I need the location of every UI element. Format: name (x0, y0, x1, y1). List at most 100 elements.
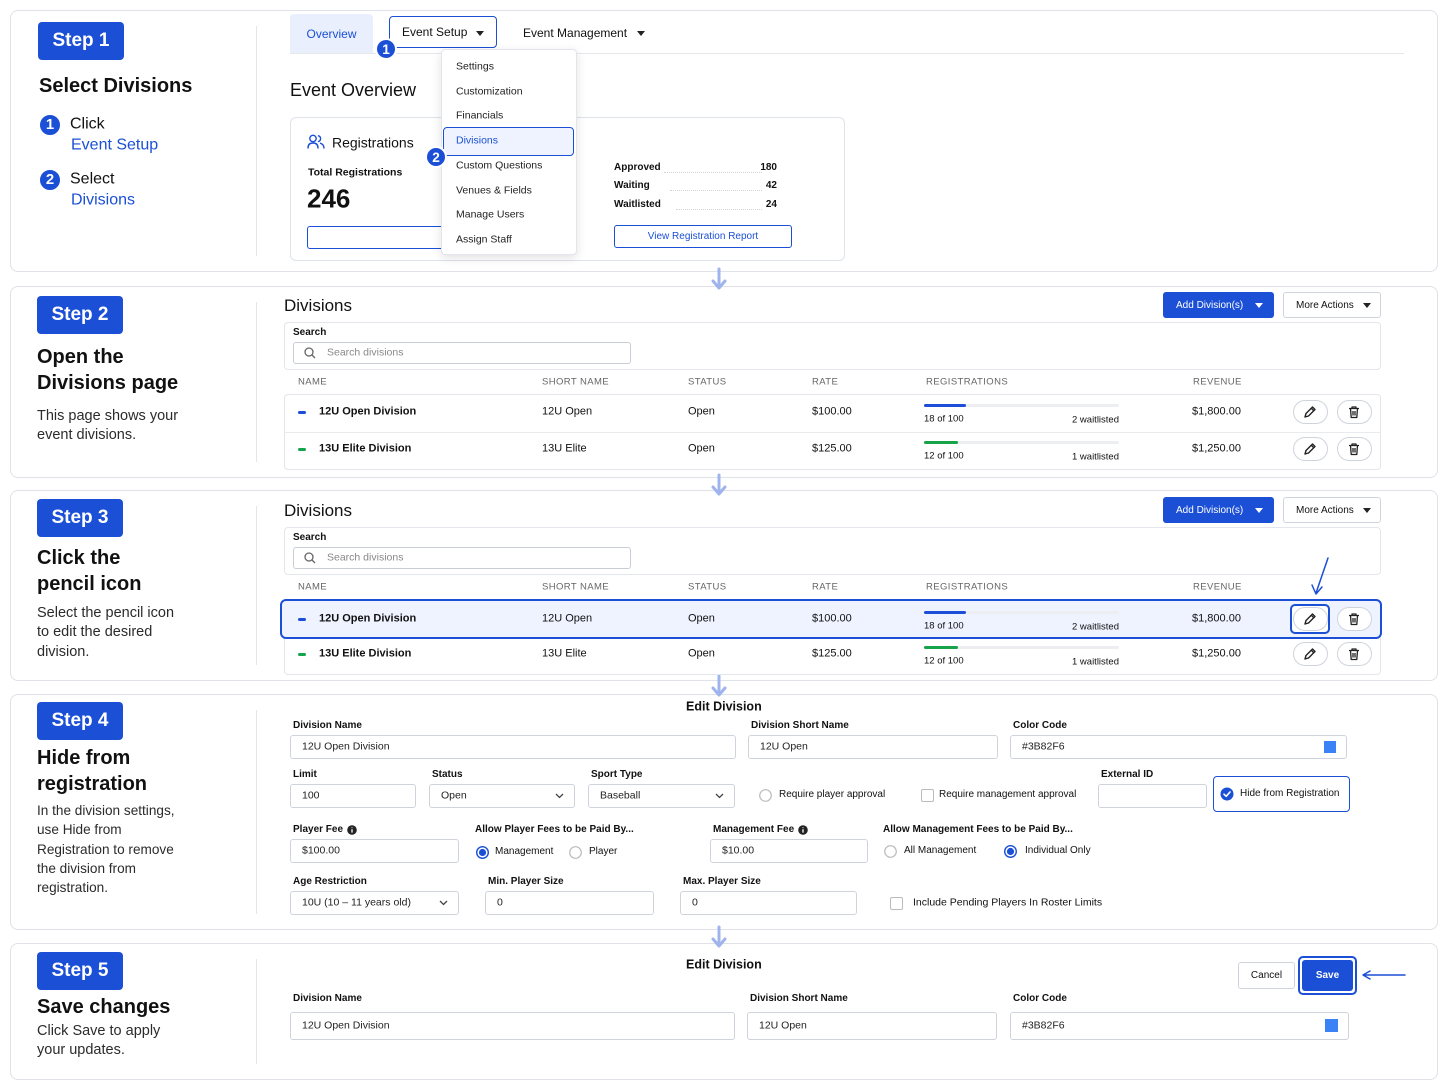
step-title: Save changes (37, 996, 171, 1018)
tab[interactable]: Event Setup (389, 16, 497, 48)
stat-value: 42 (765, 180, 777, 191)
short-name: 13U Elite (542, 442, 587, 455)
search-input[interactable] (293, 342, 631, 364)
tab-underline (290, 53, 1404, 54)
text-input[interactable] (429, 784, 575, 808)
menu-item[interactable]: Assign Staff (456, 233, 512, 246)
stat-label: Waiting (614, 180, 650, 191)
radio-label[interactable]: All Management (904, 845, 977, 856)
more-button[interactable]: More Actions (1283, 497, 1381, 523)
status-dash (298, 617, 306, 621)
delete-button[interactable] (1337, 607, 1372, 631)
search-input[interactable] (293, 547, 631, 569)
text-input[interactable] (748, 735, 998, 759)
flow-arrow-shape (711, 925, 727, 948)
column-header: RATE (812, 376, 839, 388)
text-input[interactable] (680, 891, 857, 915)
radio-label[interactable]: Player (589, 846, 618, 857)
text-input[interactable] (1010, 1012, 1349, 1040)
tab[interactable]: Overview (290, 14, 373, 54)
field-label: Limit (293, 768, 317, 780)
menu-item[interactable]: Divisions (456, 134, 499, 147)
status-dash (298, 447, 306, 451)
edit-button[interactable] (1293, 437, 1328, 461)
progress-track (924, 404, 1119, 407)
progress-track (924, 611, 1119, 614)
revenue: $1,250.00 (1192, 442, 1241, 455)
caret-shape (476, 31, 484, 36)
caret (637, 31, 645, 36)
trash-icon (1349, 613, 1359, 626)
status: Open (688, 612, 715, 625)
input-value: Baseball (600, 789, 641, 802)
text-input[interactable] (485, 891, 654, 915)
text-input[interactable] (588, 784, 735, 808)
caret (1255, 508, 1263, 513)
edit-button[interactable] (1293, 642, 1328, 666)
step-description: Click Save to apply your updates. (37, 1023, 161, 1059)
column-header: REVENUE (1193, 581, 1242, 593)
menu-item[interactable]: Venues & Fields (456, 184, 532, 197)
waitlisted: 1 waitlisted (1072, 451, 1119, 463)
stat-leader (676, 209, 762, 210)
add-button[interactable]: Add Division(s) (1163, 292, 1274, 318)
progress-fill (924, 646, 958, 649)
card-button[interactable] (307, 226, 447, 249)
text-input[interactable] (290, 735, 736, 759)
menu-item[interactable]: Customization (456, 85, 523, 98)
trash-shape (1349, 648, 1359, 661)
edit-button[interactable] (1293, 607, 1328, 631)
text-input[interactable] (290, 891, 459, 915)
text-input[interactable] (710, 839, 868, 863)
registrations: 12 of 100 (924, 655, 964, 667)
menu-item[interactable]: Settings (456, 60, 494, 73)
radio (569, 845, 582, 859)
status-dash (298, 410, 306, 414)
text-input[interactable] (1098, 784, 1207, 808)
checkbox (921, 788, 934, 802)
delete-button[interactable] (1337, 437, 1372, 461)
toggle-label: Require management approval (939, 789, 1077, 800)
text-input[interactable] (290, 1012, 735, 1040)
stat-label: Waitlisted (614, 199, 661, 210)
text-input[interactable] (290, 784, 416, 808)
step-target: Event Setup (71, 136, 159, 154)
menu-item[interactable]: Custom Questions (456, 159, 543, 172)
lens (304, 347, 314, 357)
more-button[interactable]: More Actions (1283, 292, 1381, 318)
add-button[interactable]: Add Division(s) (1163, 497, 1274, 523)
waitlisted: 1 waitlisted (1072, 656, 1119, 668)
step-section (10, 943, 1438, 1080)
hide-highlight[interactable] (1213, 776, 1350, 812)
report-button[interactable]: View Registration Report (614, 225, 792, 248)
menu-item[interactable]: Manage Users (456, 208, 525, 221)
cancel-button[interactable]: Cancel (1238, 962, 1295, 989)
input-value: 10U (10 – 11 years old) (302, 896, 411, 909)
status: Open (688, 405, 715, 418)
progress-track (924, 441, 1119, 444)
revenue: $1,800.00 (1192, 612, 1241, 625)
registrations: 18 of 100 (924, 413, 964, 425)
lens (304, 552, 314, 562)
edit-button[interactable] (1293, 400, 1328, 424)
search-icon (304, 347, 316, 359)
text-input[interactable] (290, 839, 459, 863)
flow-arrow (711, 473, 727, 496)
caret-shape (1255, 508, 1263, 513)
stat-value: 180 (760, 162, 777, 173)
users-icon (307, 134, 325, 149)
menu-item[interactable]: Financials (456, 110, 504, 123)
field-label: Division Name (293, 719, 362, 731)
division-name: 12U Open Division (319, 405, 417, 418)
save-button[interactable]: Save (1302, 960, 1353, 991)
radio-label[interactable]: Individual Only (1025, 845, 1091, 856)
text-input[interactable] (747, 1012, 997, 1040)
input-value: 12U Open (760, 740, 808, 753)
row-divider (284, 432, 1381, 433)
tab[interactable]: Event Management (523, 25, 628, 40)
text-input[interactable] (1010, 735, 1347, 759)
chevron (439, 900, 448, 906)
short-name: 12U Open (542, 612, 593, 625)
radio-label[interactable]: Management (495, 846, 554, 857)
stat-value: 24 (765, 199, 777, 210)
